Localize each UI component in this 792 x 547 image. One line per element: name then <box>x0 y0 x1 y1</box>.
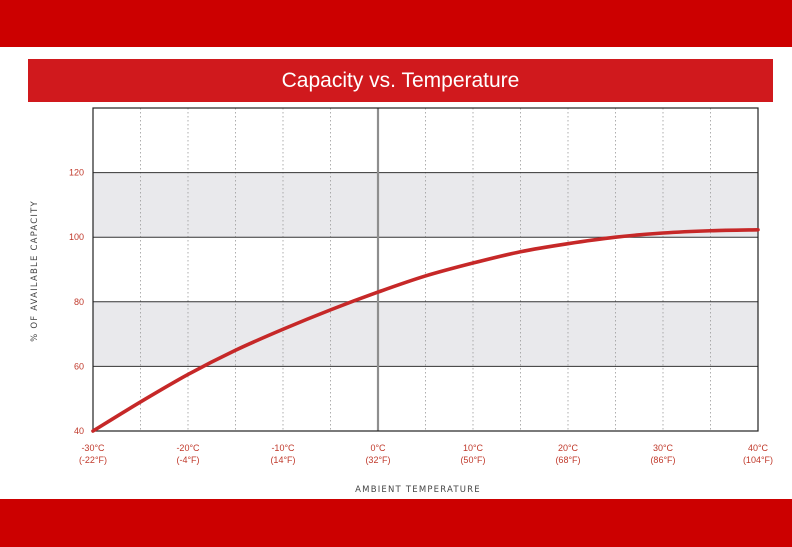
x-tick-label: 0°C <box>370 443 386 453</box>
y-tick-label: 100 <box>69 232 84 242</box>
x-tick-label: -10°C <box>271 443 295 453</box>
chart-title-bar: Capacity vs. Temperature <box>28 59 773 102</box>
x-tick-label: 40°C <box>748 443 769 453</box>
x-tick-label: 20°C <box>558 443 579 453</box>
top-red-band <box>0 0 792 47</box>
x-tick-label: 30°C <box>653 443 674 453</box>
x-tick-label: 10°C <box>463 443 484 453</box>
x-tick-label: -20°C <box>176 443 200 453</box>
x-axis-title: AMBIENT TEMPERATURE <box>355 485 481 495</box>
plot-frame <box>92 107 759 432</box>
y-axis-title: % OF AVAILABLE CAPACITY <box>30 200 40 342</box>
x-tick-sublabel: (32°F) <box>365 455 390 465</box>
y-tick-label: 40 <box>74 426 84 436</box>
x-tick-sublabel: (104°F) <box>743 455 773 465</box>
capacity-curve <box>91 227 760 433</box>
x-tick-sublabel: (86°F) <box>650 455 675 465</box>
y-tick-label: 120 <box>69 168 84 178</box>
x-tick-label: -30°C <box>81 443 105 453</box>
y-tick-label: 60 <box>74 361 84 371</box>
x-tick-sublabel: (14°F) <box>270 455 295 465</box>
x-tick-sublabel: (50°F) <box>460 455 485 465</box>
x-tick-sublabel: (-22°F) <box>79 455 107 465</box>
y-tick-label: 80 <box>74 297 84 307</box>
x-tick-sublabel: (-4°F) <box>176 455 199 465</box>
chart-title: Capacity vs. Temperature <box>281 68 520 92</box>
bottom-red-band <box>0 499 792 547</box>
x-tick-sublabel: (68°F) <box>555 455 580 465</box>
